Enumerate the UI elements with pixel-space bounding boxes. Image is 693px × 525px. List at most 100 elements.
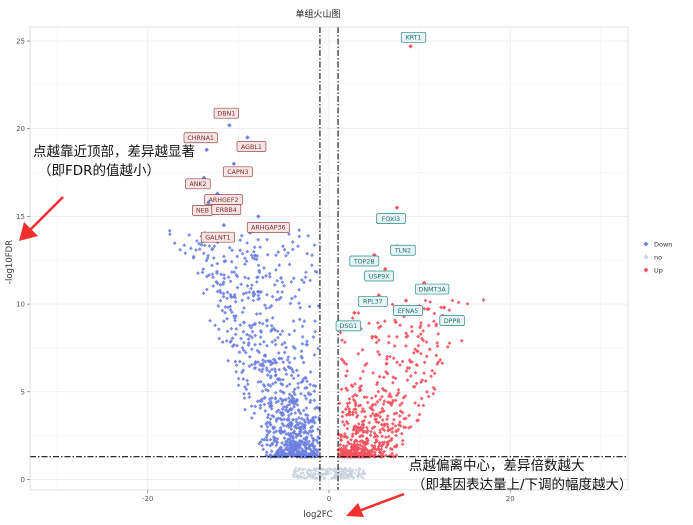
point-up: [439, 305, 443, 310]
point-up: [456, 300, 461, 305]
up-regulated-points: [336, 298, 486, 459]
point-up: [378, 430, 383, 435]
point-down: [201, 267, 206, 271]
point-no: [294, 466, 298, 470]
point-down: [211, 256, 216, 260]
point-up: [368, 433, 373, 438]
point-up: [431, 385, 436, 390]
point-down: [273, 328, 277, 332]
point-no: [299, 474, 302, 478]
point-down: [233, 295, 238, 300]
point-down: [287, 425, 291, 430]
point-up: [356, 422, 361, 426]
point-down: [267, 369, 272, 374]
point-up: [343, 407, 348, 412]
gene-label-box: [183, 132, 218, 144]
point-down: [225, 329, 230, 334]
point-down: [228, 340, 233, 345]
annotation-bottom-line2: （即基因表达量上/下调的幅度越大）: [412, 477, 633, 493]
point-down: [268, 453, 273, 457]
point-no: [311, 474, 315, 478]
point-down: [267, 420, 272, 425]
point-no: [345, 470, 348, 473]
gene-label-text: ARHGAP36: [251, 225, 285, 232]
point-up: [379, 444, 384, 449]
point-no: [312, 468, 316, 472]
point-down: [260, 389, 265, 394]
gene-label-galnt1: GALNT1: [200, 231, 235, 243]
point-down: [260, 321, 265, 326]
point-up: [435, 344, 440, 349]
point-down: [188, 246, 193, 251]
point-up: [426, 323, 431, 328]
point-down: [232, 314, 236, 318]
point-down: [240, 370, 244, 375]
point-up: [341, 444, 346, 448]
point-up: [345, 404, 350, 409]
point-up: [422, 360, 427, 365]
point-down: [221, 280, 226, 284]
point-up: [384, 362, 389, 366]
point-down: [208, 318, 213, 323]
point-up: [368, 414, 373, 418]
point-down: [197, 241, 202, 246]
point-down: [252, 411, 257, 416]
point-down: [310, 419, 314, 424]
point-up: [340, 410, 345, 415]
red-arrow-bottom: [346, 492, 405, 517]
point-down: [295, 403, 300, 407]
point-down: [305, 416, 310, 421]
point-down: [301, 360, 306, 365]
point-down: [270, 294, 275, 299]
point-up: [382, 375, 386, 380]
gene-label-erbb4: ERBB4: [211, 204, 242, 215]
point-up: [391, 356, 396, 361]
point-down: [243, 275, 247, 280]
point-down: [305, 251, 310, 256]
point-up: [447, 341, 452, 346]
point-down: [304, 396, 309, 401]
point-up: [400, 442, 405, 447]
point-up: [346, 441, 351, 446]
point-no: [298, 466, 302, 470]
gene-label-text: KRT1: [406, 35, 422, 42]
point-down: [290, 296, 294, 301]
point-down: [237, 359, 242, 364]
point-up: [408, 374, 413, 378]
point-up: [338, 437, 343, 442]
point-up: [398, 403, 402, 408]
gene-label-text: EFNA5: [398, 308, 419, 315]
point-down: [302, 393, 307, 398]
gene-label-text: GALNT1: [205, 234, 230, 241]
point-dbn1: [227, 123, 232, 128]
point-down: [222, 259, 227, 264]
point-no: [315, 466, 318, 470]
point-down: [292, 402, 297, 407]
point-up: [408, 424, 413, 429]
point-down: [274, 453, 279, 458]
point-up: [380, 418, 385, 422]
point-down: [260, 397, 264, 402]
point-up: [369, 407, 374, 411]
point-down: [299, 416, 304, 421]
point-capn3: [231, 161, 237, 166]
point-down: [273, 367, 277, 371]
point-down: [238, 238, 243, 243]
gene-label-box: [200, 231, 235, 243]
point-down: [270, 413, 275, 418]
point-arhgap36: [256, 214, 261, 219]
point-down: [287, 413, 291, 418]
point-up: [372, 431, 377, 435]
point-up: [384, 370, 388, 374]
point-down: [251, 298, 256, 303]
point-up: [373, 417, 378, 422]
point-down: [291, 390, 296, 394]
point-down: [284, 345, 288, 350]
point-up: [340, 420, 345, 424]
point-down: [293, 294, 298, 299]
point-up: [429, 374, 434, 379]
gene-label-usp9x: USP9X: [364, 270, 395, 282]
point-down: [232, 342, 237, 347]
point-down: [273, 360, 278, 365]
point-up: [345, 435, 349, 440]
